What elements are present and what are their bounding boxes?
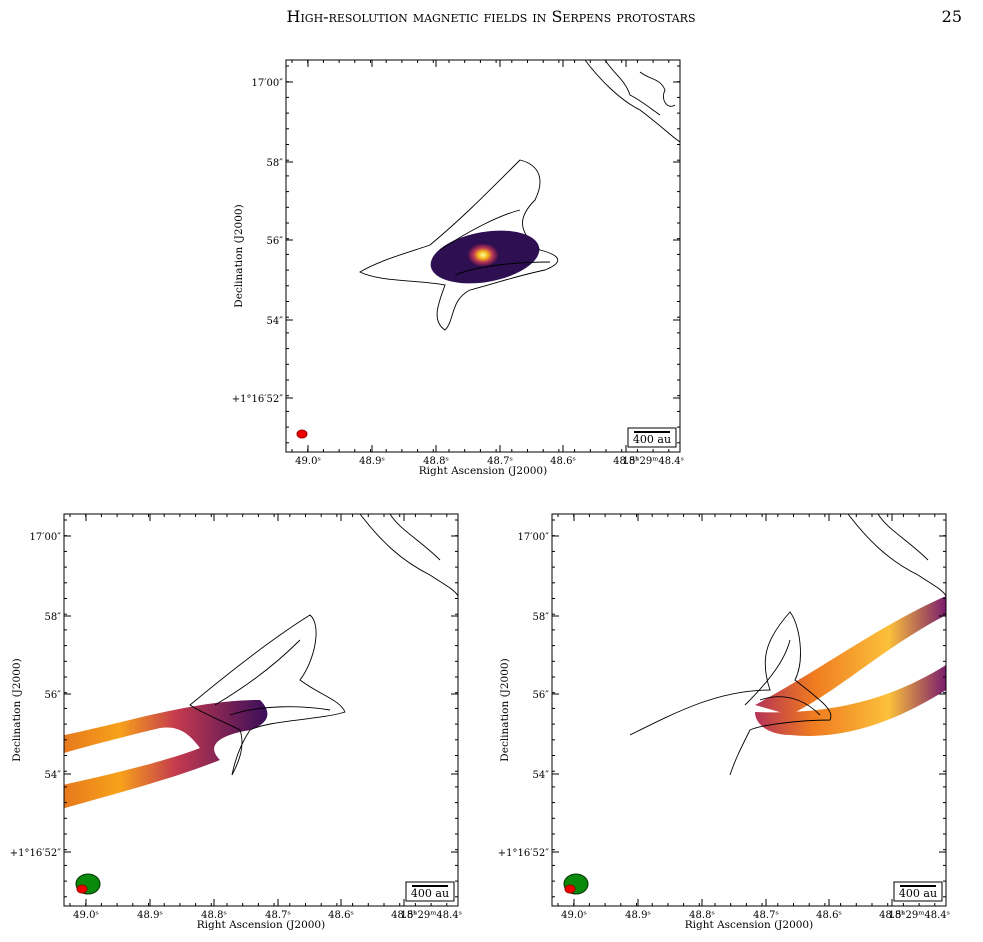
y-tick-label: 58″ (533, 612, 550, 623)
x-axis-label: Right Ascension (J2000) (419, 465, 547, 477)
x-tick-label: 18ʰ29ᵐ48.4ˢ (400, 910, 462, 921)
y-tick-label: 17′00″ (518, 532, 550, 543)
y-axis-label: Declination (J2000) (499, 658, 511, 761)
x-axis-label: Right Ascension (J2000) (685, 919, 813, 931)
y-axis-label: Declination (J2000) (233, 204, 245, 307)
x-tick-label: 48.5ˢ (613, 456, 639, 467)
x-tick-label: 48.6ˢ (328, 910, 354, 921)
plot-frame (285, 59, 681, 453)
x-tick-label: 48.7ˢ (487, 456, 513, 467)
panel-image (64, 514, 458, 895)
y-tick-label: 54″ (267, 316, 284, 327)
y-tick-label: 54″ (45, 770, 62, 781)
x-axis-label: Right Ascension (J2000) (197, 919, 325, 931)
y-tick-label: 56″ (45, 690, 62, 701)
x-tick-label: 48.7ˢ (265, 910, 291, 921)
y-tick-label: 58″ (267, 158, 284, 169)
scalebar-label: 400 au (899, 887, 937, 900)
y-tick-label: 58″ (45, 612, 62, 623)
plot-frame (63, 513, 459, 907)
y-tick-label: +1°16′52″ (10, 848, 61, 859)
y-axis-label: Declination (J2000) (11, 658, 23, 761)
y-tick-label: +1°16′52″ (232, 394, 283, 405)
x-tick-label: 48.5ˢ (391, 910, 417, 921)
running-title: High-resolution magnetic fields in Serpe… (286, 7, 695, 26)
panel-image (296, 59, 681, 439)
page-number: 25 (942, 7, 962, 26)
x-tick-label: 18ʰ29ᵐ48.4ˢ (622, 456, 684, 467)
x-tick-label: 48.9ˢ (625, 910, 651, 921)
x-tick-label: 48.9ˢ (137, 910, 163, 921)
scalebar-label: 400 au (633, 433, 671, 446)
x-tick-label: 48.6ˢ (816, 910, 842, 921)
x-tick-label: 48.9ˢ (359, 456, 385, 467)
y-tick-label: 56″ (267, 236, 284, 247)
panel-image (563, 514, 946, 895)
x-tick-label: 49.0ˢ (73, 910, 99, 921)
x-tick-label: 48.8ˢ (423, 456, 449, 467)
x-tick-label: 48.6ˢ (550, 456, 576, 467)
x-tick-label: 48.8ˢ (689, 910, 715, 921)
x-tick-label: 48.8ˢ (201, 910, 227, 921)
x-tick-label: 48.5ˢ (879, 910, 905, 921)
y-tick-label: 17′00″ (30, 532, 62, 543)
scalebar-label: 400 au (411, 887, 449, 900)
y-tick-label: +1°16′52″ (498, 848, 549, 859)
y-tick-label: 17′00″ (252, 78, 284, 89)
x-tick-label: 48.7ˢ (753, 910, 779, 921)
x-tick-label: 49.0ˢ (295, 456, 321, 467)
x-tick-label: 49.0ˢ (561, 910, 587, 921)
plot-frame (551, 513, 947, 907)
x-tick-label: 18ʰ29ᵐ48.4ˢ (888, 910, 950, 921)
y-tick-label: 54″ (533, 770, 550, 781)
y-tick-label: 56″ (533, 690, 550, 701)
